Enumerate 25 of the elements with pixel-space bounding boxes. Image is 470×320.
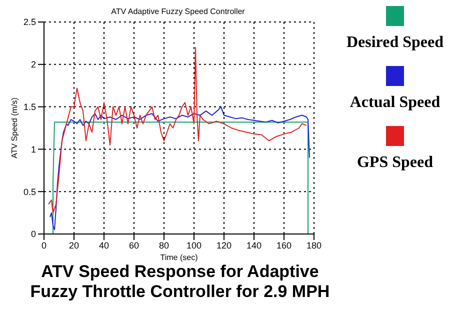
y-tick-label: 2.5	[23, 17, 36, 28]
x-tick-label: 100	[186, 240, 202, 250]
y-tick-label: 0.5	[23, 186, 36, 197]
x-tick-label: 80	[158, 240, 170, 250]
y-axis-title: ATV Speed (m/s)	[10, 97, 19, 158]
x-tick-label: 160	[276, 240, 292, 250]
x-tick-label: 140	[246, 240, 262, 250]
x-tick-label: 120	[216, 240, 232, 250]
legend-label: Actual Speed	[350, 94, 440, 112]
x-tick-label: 180	[306, 240, 322, 250]
y-tick-label: 1.5	[23, 102, 36, 112]
y-tick-label: 0	[30, 229, 36, 240]
legend-label: Desired Speed	[346, 34, 444, 52]
x-tick-label: 60	[128, 240, 140, 250]
text: ATV Speed Response for Adaptive Fuzzy Throttle Controller for 2.9 MPH	[29, 262, 331, 302]
x-tick-label: 0	[41, 240, 47, 250]
y-tick-label: 2	[30, 60, 36, 70]
chart-title: ATV Adaptive Fuzzy Speed Controller	[111, 7, 246, 16]
legend-label: GPS Speed	[356, 154, 433, 172]
y-tick-label: 1	[30, 144, 36, 154]
line-series	[50, 106, 310, 230]
x-tick-label: 40	[98, 240, 110, 250]
x-tick-label: 20	[68, 240, 80, 250]
x-axis-title: Time (sec)	[160, 253, 198, 262]
line-series	[48, 46, 307, 214]
